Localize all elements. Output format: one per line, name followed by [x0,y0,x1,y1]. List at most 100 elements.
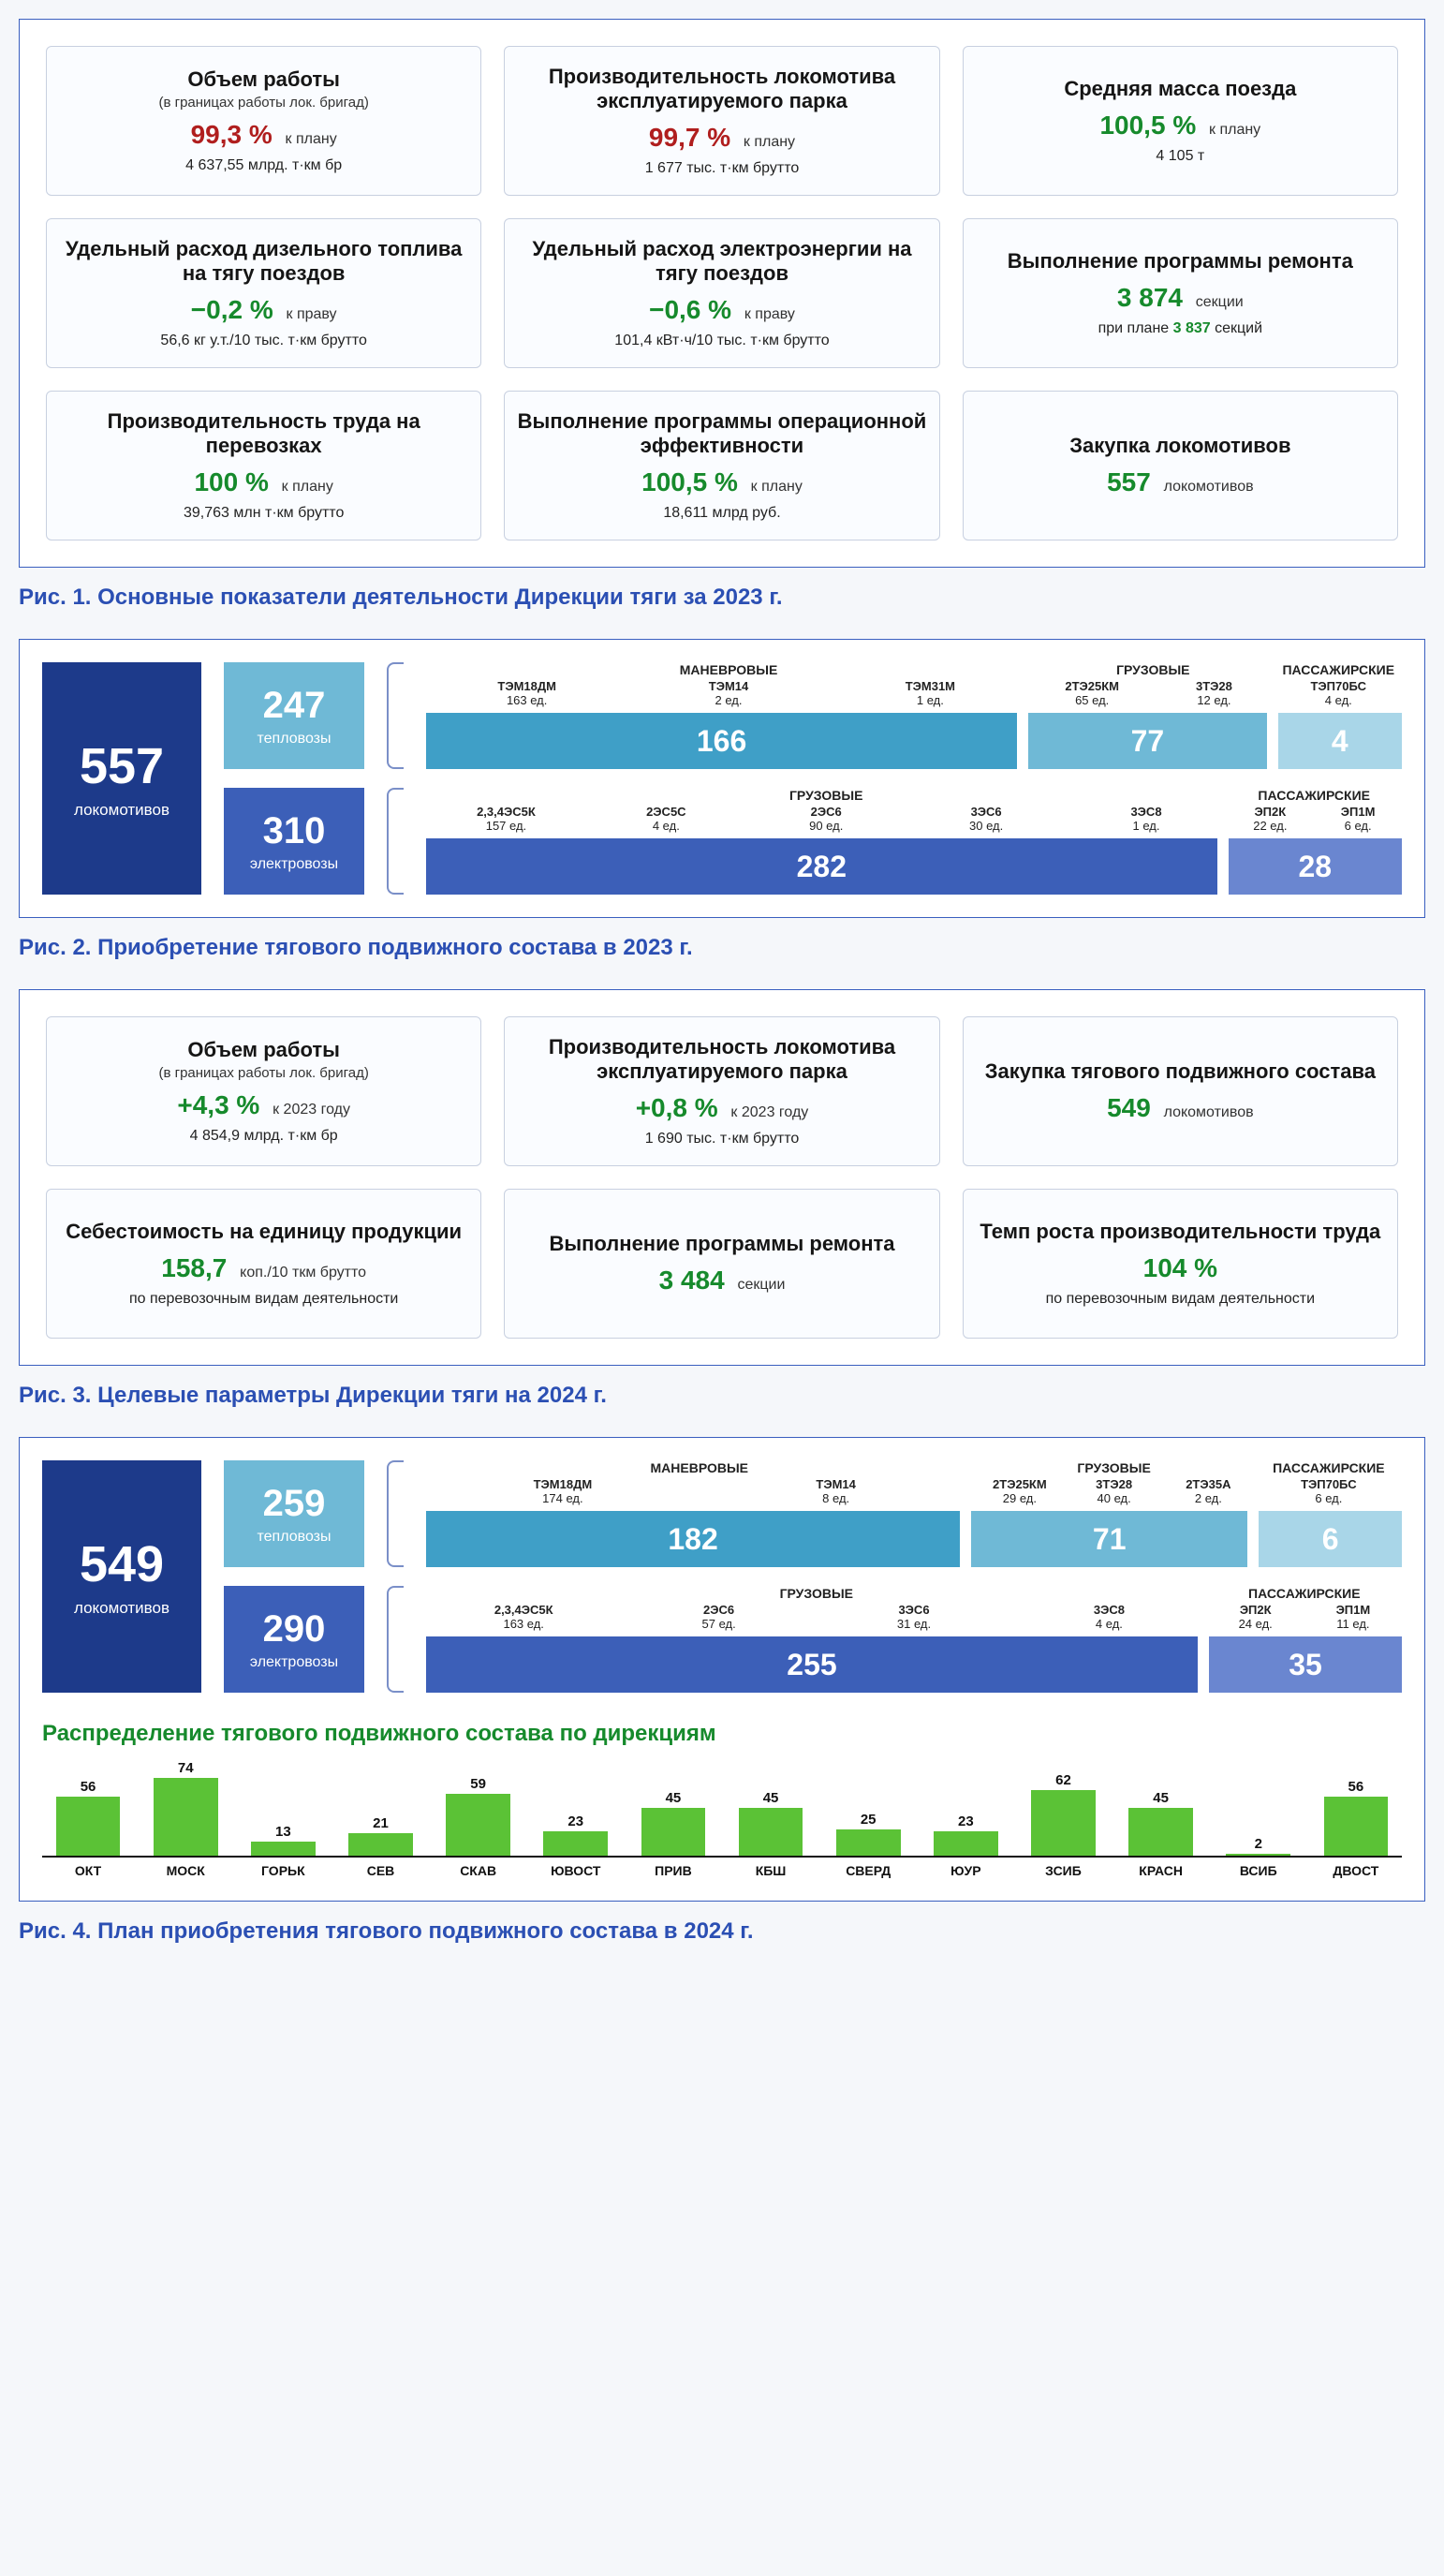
kpi-suffix: к плану [751,479,803,495]
dir-bar-label: ДВОСТ [1310,1863,1402,1878]
type-box: 259 тепловозы [224,1460,364,1567]
acquisition-plan-2024: 549 локомотивов259 тепловозы 290 электров… [19,1437,1425,1902]
kpi-grid-2023: Объем работы(в границах работы лок. бриг… [19,19,1425,568]
kpi-suffix: секции [1196,294,1244,310]
detail-half: МАНЕВРОВЫЕГРУЗОВЫЕПАССАЖИРСКИЕТЭМ18ДМ163… [426,662,1402,769]
kpi-value: 39,763 млн т·км брутто [56,505,471,522]
kpi-title: Выполнение программы операционной эффект… [514,409,929,459]
model-cell: 2ТЭ25КМ29 ед. [973,1477,1068,1505]
kpi-value: 1 677 тыс. т·км брутто [514,160,929,177]
bar-segment: 182 [426,1511,960,1567]
kpi-title: Закупка локомотивов [973,434,1388,458]
brace-icon [387,1460,404,1693]
type-box: 290 электровозы [224,1586,364,1693]
model-cell: ТЭМ18ДМ174 ед. [426,1477,700,1505]
kpi-percent: −0,6 % к праву [514,295,929,325]
distribution-title: Распределение тягового подвижного состав… [42,1721,1402,1747]
kpi-suffix: к 2023 году [273,1102,350,1118]
kpi-percent: 100,5 % к плану [514,467,929,497]
fig3-caption: Рис. 3. Целевые параметры Дирекции тяги … [19,1383,1425,1409]
kpi-suffix: локомотивов [1164,1104,1254,1120]
kpi-suffix: к плану [282,479,333,495]
dir-bar-label: КБШ [725,1863,817,1878]
dir-bar-rect [154,1778,218,1856]
kpi-percent: 104 % [973,1253,1388,1283]
dir-bar-rect [1226,1854,1290,1856]
model-cell: ЭП1М11 ед. [1304,1603,1402,1631]
dir-bar-value: 56 [81,1779,96,1795]
kpi-percent: 158,7 коп./10 ткм брутто [56,1253,471,1283]
bar-segment: 166 [426,713,1017,769]
kpi-suffix: к плану [286,131,337,147]
dir-bar-value: 62 [1055,1772,1071,1788]
dir-bar: 23 [920,1814,1011,1856]
group-header: ГРУЗОВЫЕ [973,1460,1256,1475]
kpi-percent: −0,2 % к праву [56,295,471,325]
kpi-percent: +4,3 % к 2023 году [56,1090,471,1120]
group-header: ПАССАЖИРСКИЕ [1256,1460,1402,1475]
dir-bar: 56 [1310,1779,1402,1856]
group-header: МАНЕВРОВЫЕ [426,1460,973,1475]
dir-bar-rect [836,1829,901,1856]
dir-bar-value: 45 [1153,1790,1169,1806]
dir-bar-label: ОКТ [42,1863,134,1878]
kpi-percent: 100 % к плану [56,467,471,497]
fig1-caption: Рис. 1. Основные показатели деятельности… [19,585,1425,611]
dir-bar-rect [1324,1797,1389,1856]
kpi-value: 56,6 кг у.т./10 тыс. т·км брутто [56,333,471,349]
kpi-value: 4 637,55 млрд. т·км бр [56,157,471,174]
dir-bar-value: 74 [178,1760,194,1776]
model-cell: 3ЭС81 ед. [1067,805,1227,833]
type-label: электровозы [250,856,338,873]
dir-bar: 21 [334,1815,426,1856]
total-locomotives: 549 локомотивов [42,1460,201,1693]
group-header: ПАССАЖИРСКИЕ [1275,662,1402,677]
kpi-card: Производительность труда на перевозках10… [46,391,481,540]
kpi-card: Удельный расход дизельного топлива на тя… [46,218,481,368]
dir-bar: 59 [433,1776,524,1856]
dir-bar: 45 [1115,1790,1207,1856]
kpi-percent: 99,7 % к плану [514,123,929,153]
dir-bar-label: ПРИВ [627,1863,719,1878]
kpi-percent: 3 484 секции [514,1266,929,1295]
kpi-suffix: коп./10 ткм брутто [240,1265,366,1281]
dir-bar-value: 59 [470,1776,486,1792]
kpi-title: Удельный расход дизельного топлива на тя… [56,237,471,287]
kpi-value: 18,611 млрд руб. [514,505,929,522]
model-cell: 3ТЭ2840 ед. [1067,1477,1161,1505]
model-cell: ЭП1М6 ед. [1314,805,1402,833]
group-header: ПАССАЖИРСКИЕ [1207,1586,1402,1601]
dir-bar-rect [446,1794,510,1856]
model-cell: 2,3,4ЭС5К163 ед. [426,1603,621,1631]
dir-bar-label: ГОРЬК [237,1863,329,1878]
model-cell: ЭП2К24 ед. [1207,1603,1304,1631]
dir-bar-label: СЕВ [334,1863,426,1878]
kpi-suffix: к 2023 году [730,1104,808,1120]
dir-bar-label: ЮУР [920,1863,1011,1878]
dir-bar-value: 45 [666,1790,682,1806]
kpi-percent: 99,3 % к плану [56,120,471,150]
kpi-card: Объем работы(в границах работы лок. бриг… [46,46,481,196]
bar-segment: 255 [426,1636,1198,1693]
kpi-card: Темп роста производительности труда104 %… [963,1189,1398,1339]
dir-bar-label: ЮВОСТ [530,1863,622,1878]
kpi-percent: 549 локомотивов [973,1093,1388,1123]
dir-bar-rect [934,1831,998,1856]
bar-segment: 282 [426,838,1217,895]
detail-half: ГРУЗОВЫЕПАССАЖИРСКИЕ2,3,4ЭС5К163 ед.2ЭС6… [426,1586,1402,1693]
kpi-value: при плане 3 837 секций [973,320,1388,337]
kpi-suffix: к плану [1209,122,1260,138]
dir-bar: 74 [140,1760,231,1856]
type-count: 247 [263,685,326,727]
detail-half: МАНЕВРОВЫЕГРУЗОВЫЕПАССАЖИРСКИЕ ТЭМ18ДМ174… [426,1460,1402,1567]
kpi-card: Объем работы(в границах работы лок. бриг… [46,1016,481,1166]
dir-bar-label: ЗСИБ [1017,1863,1109,1878]
group-header: МАНЕВРОВЫЕ [426,662,1031,677]
kpi-card: Выполнение программы операционной эффект… [504,391,939,540]
type-count: 290 [263,1608,326,1651]
fig4-caption: Рис. 4. План приобретения тягового подви… [19,1918,1425,1945]
model-cell: 2ТЭ35А2 ед. [1161,1477,1256,1505]
type-label: тепловозы [258,731,332,748]
kpi-grid-2024: Объем работы(в границах работы лок. бриг… [19,989,1425,1366]
model-cell: 3ЭС631 ед. [817,1603,1011,1631]
